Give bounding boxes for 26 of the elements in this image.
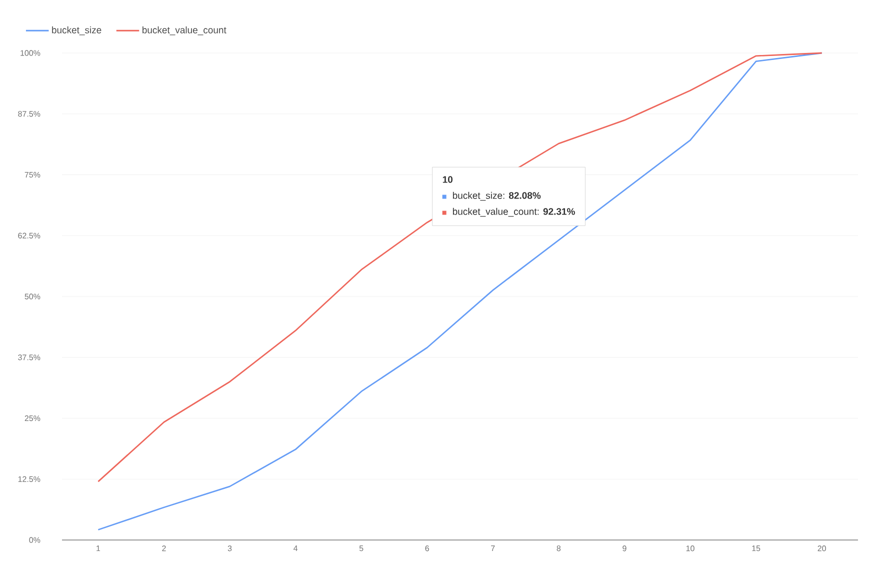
x-tick-label: 5 xyxy=(359,546,364,552)
annotation: 10 xyxy=(442,176,453,183)
y-tick-label: 25% xyxy=(24,415,40,422)
annotation: bucket_value_count: 92.31% xyxy=(452,208,575,217)
y-tick-label: 62.5% xyxy=(18,232,40,238)
x-tick-label: 2 xyxy=(162,546,166,552)
y-tick-label: 37.5% xyxy=(18,354,40,360)
legend-label: bucket_size xyxy=(52,26,102,36)
y-tick-label: 75% xyxy=(24,172,40,178)
x-tick-label: 20 xyxy=(818,546,826,552)
x-tick-label: 7 xyxy=(491,546,495,552)
x-tick-label: 4 xyxy=(294,546,298,552)
x-tick-label: 6 xyxy=(425,546,429,552)
annotation: bucket_size: 82.08% xyxy=(452,192,541,201)
y-tick-label: 50% xyxy=(24,294,40,300)
y-tick-label: 0% xyxy=(29,537,40,543)
y-tick-label: 87.5% xyxy=(18,111,40,117)
legend-label: bucket_value_count xyxy=(142,26,226,36)
x-tick-label: 10 xyxy=(686,546,694,552)
y-tick-label: 100% xyxy=(20,50,40,56)
x-tick-label: 8 xyxy=(556,546,561,552)
y-tick-label: 12.5% xyxy=(18,476,40,482)
x-tick-label: 3 xyxy=(228,546,232,552)
x-tick-label: 9 xyxy=(622,546,626,552)
x-tick-label: 15 xyxy=(752,546,760,552)
x-tick-label: 1 xyxy=(96,546,100,552)
